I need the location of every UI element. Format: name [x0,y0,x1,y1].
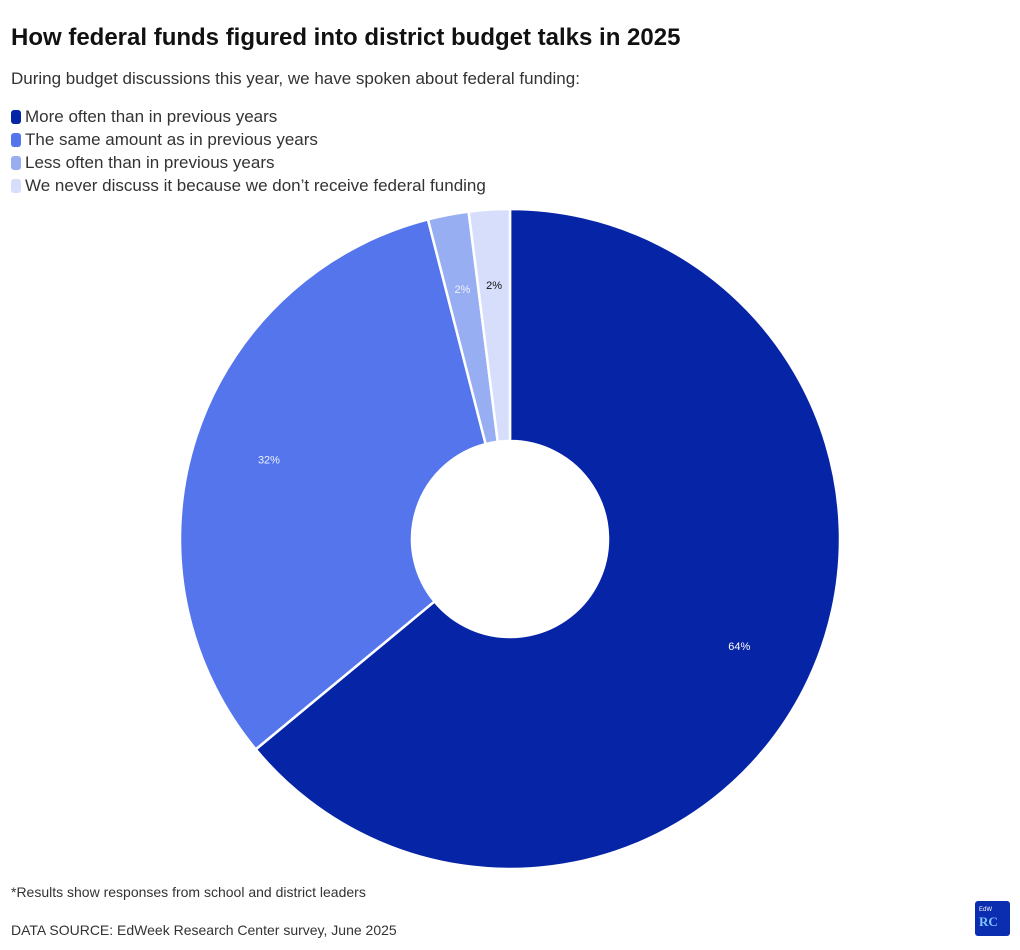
edweek-rc-logo: EdW RC [975,901,1010,936]
legend-label: Less often than in previous years [25,152,275,172]
legend-item-never-discuss: We never discuss it because we don’t rec… [11,174,486,197]
footnote: *Results show responses from school and … [11,884,366,900]
data-source: DATA SOURCE: EdWeek Research Center surv… [11,922,397,938]
legend-label: The same amount as in previous years [25,129,318,149]
logo-small-text: EdW [979,907,993,913]
chart-subtitle: During budget discussions this year, we … [11,69,580,88]
legend-item-less-often: Less often than in previous years [11,151,486,174]
legend-swatch [11,155,21,170]
donut-slice-same-amount [178,218,487,751]
logo-big-text: RC [979,914,998,929]
data-label-never-discuss: 2% [486,280,502,292]
donut-slice-never-discuss [467,207,512,444]
legend-item-same-amount: The same amount as in previous years [11,128,486,151]
legend-swatch [11,178,21,193]
data-label-more-often: 64% [728,641,750,653]
legend: More often than in previous years The sa… [11,105,486,197]
legend-label: More often than in previous years [25,106,278,126]
data-label-same-amount: 32% [258,455,280,467]
data-label-less-often: 2% [455,284,471,296]
legend-swatch [11,109,21,124]
legend-item-more-often: More often than in previous years [11,105,486,128]
chart-title: How federal funds figured into district … [11,24,681,51]
legend-swatch [11,132,21,147]
legend-label: We never discuss it because we don’t rec… [25,175,486,195]
donut-slice-more-often [254,207,842,871]
